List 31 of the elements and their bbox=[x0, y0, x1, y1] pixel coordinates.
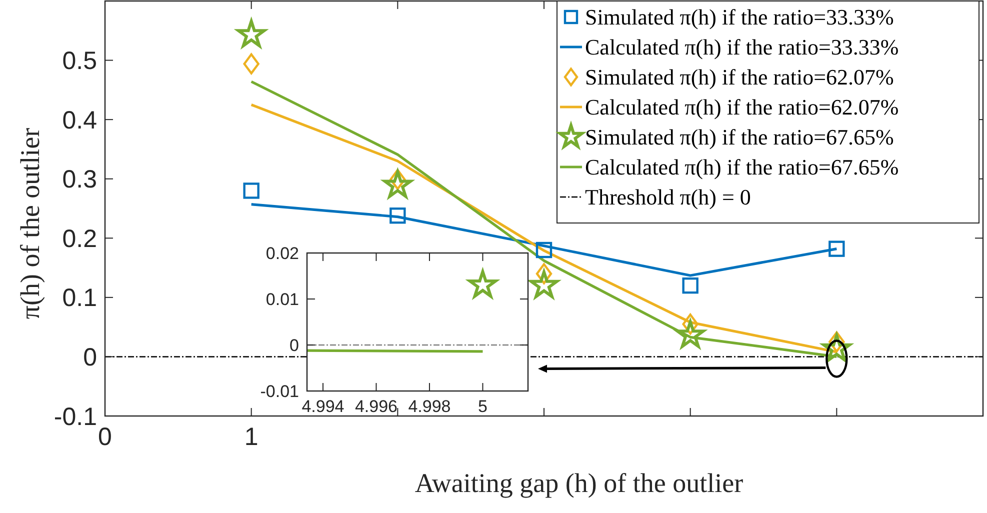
y-tick-label: 0.4 bbox=[62, 106, 98, 134]
x-tick-label: 4.996 bbox=[354, 397, 398, 416]
x-tick-label: 5 bbox=[478, 397, 488, 416]
point bbox=[828, 240, 845, 257]
y-tick-label: 0 bbox=[83, 343, 97, 372]
y-tick-label: 0.3 bbox=[62, 166, 97, 194]
legend-label: Simulated π(h) if the ratio=62.07% bbox=[585, 64, 894, 90]
legend-label: Threshold π(h) = 0 bbox=[585, 184, 751, 210]
legend-label: Calculated π(h) if the ratio=67.65% bbox=[585, 154, 899, 180]
point bbox=[390, 208, 406, 224]
x-tick-label: 4.994 bbox=[302, 397, 344, 416]
y-axis-title: π(h) of the outlier bbox=[15, 128, 45, 320]
y-tick-label: -0.1 bbox=[54, 402, 97, 431]
y-tick-label: -0.01 bbox=[260, 382, 299, 401]
x-axis-title: Awaiting gap (h) of the outlier bbox=[414, 468, 744, 498]
y-tick-label: 0 bbox=[290, 336, 299, 355]
y-tick-label: 0.1 bbox=[62, 284, 97, 312]
point bbox=[536, 242, 552, 258]
legend-label: Calculated π(h) if the ratio=62.07% bbox=[585, 94, 899, 120]
y-tick-label: 0.01 bbox=[266, 290, 299, 309]
y-tick-label: 0.02 bbox=[266, 244, 299, 263]
y-tick-label: 0.2 bbox=[62, 224, 97, 253]
legend-label: Calculated π(h) if the ratio=33.33% bbox=[585, 34, 899, 60]
point bbox=[243, 182, 260, 199]
legend-label: Simulated π(h) if the ratio=67.65% bbox=[585, 124, 894, 150]
point bbox=[243, 53, 260, 74]
y-tick-label: 0.5 bbox=[62, 47, 97, 76]
x-tick-label: 4.998 bbox=[408, 397, 451, 416]
point bbox=[682, 277, 698, 294]
legend-label: Simulated π(h) if the ratio=33.33% bbox=[585, 4, 894, 30]
x-tick-label: 1 bbox=[244, 423, 258, 451]
